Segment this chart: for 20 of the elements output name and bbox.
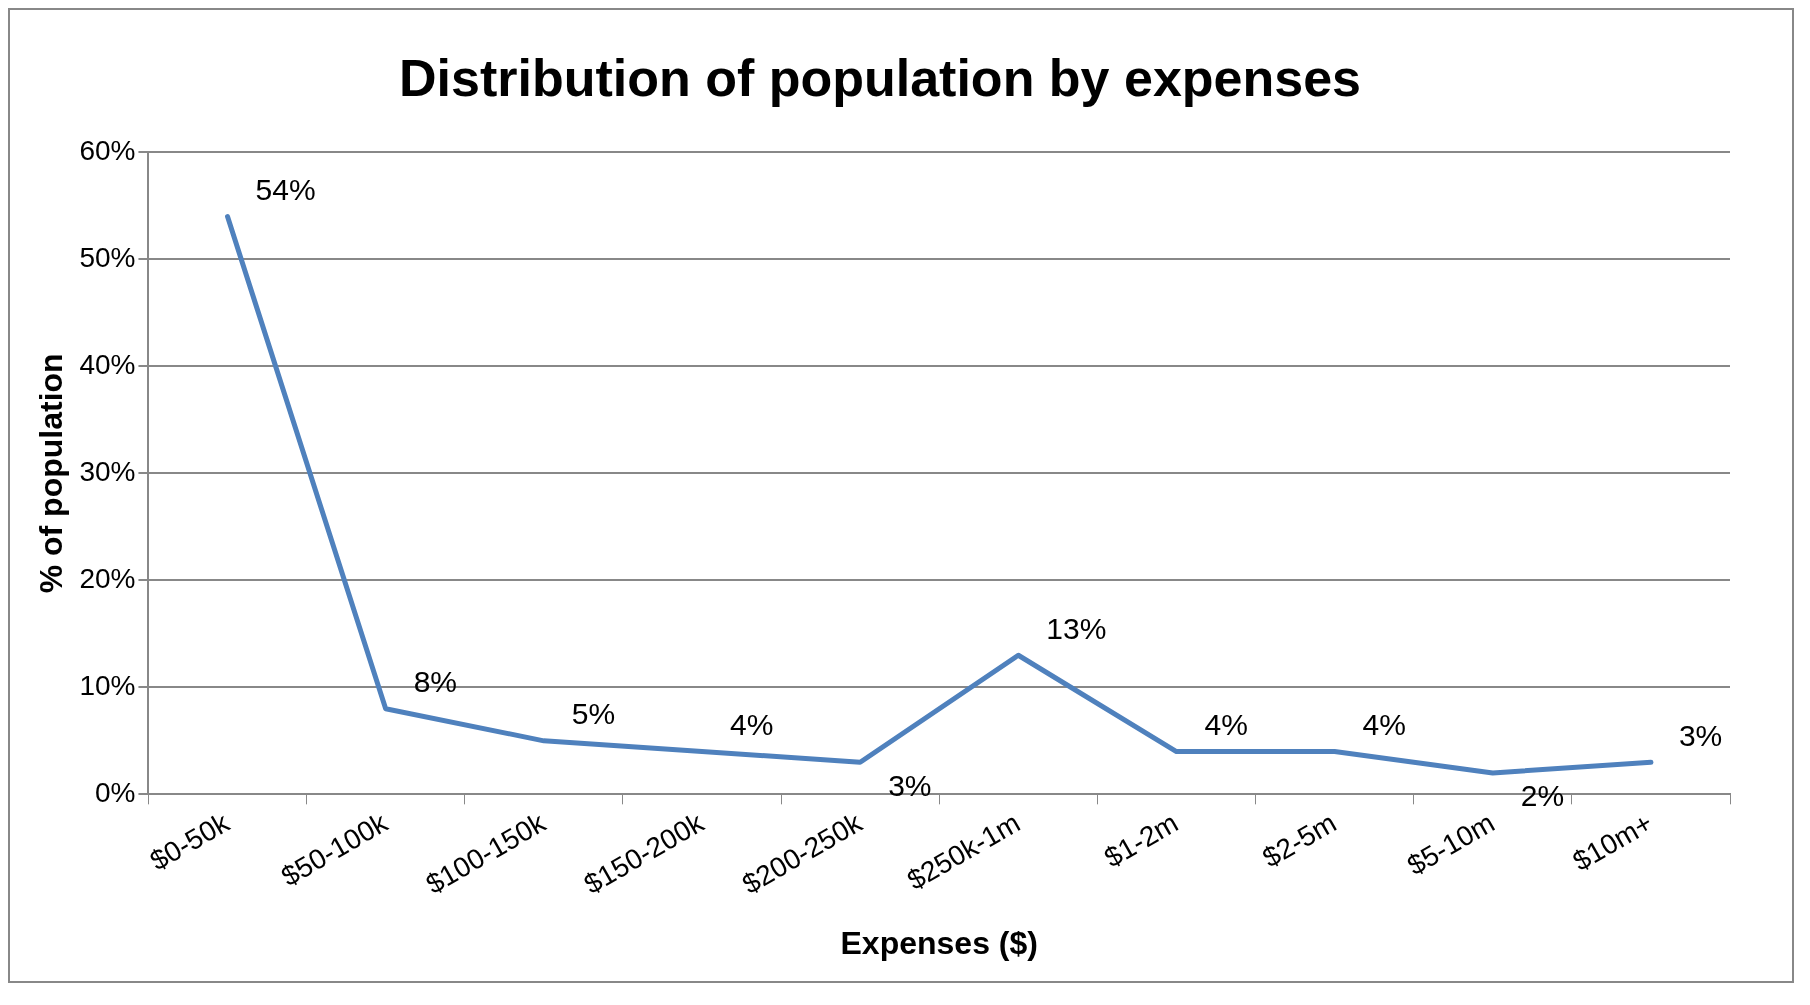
y-axis-title: % of population (33, 353, 70, 594)
data-label: 3% (888, 768, 932, 802)
data-label: 3% (1678, 718, 1723, 752)
data-label: 2% (1520, 779, 1565, 813)
y-tick-label: 20% (79, 563, 136, 595)
y-tick-label: 0% (94, 777, 136, 809)
y-tick-label: 40% (79, 349, 136, 381)
data-label: 54% (255, 172, 316, 206)
data-label: 4% (1204, 707, 1248, 741)
data-label: 4% (1362, 707, 1406, 741)
data-label: 8% (413, 665, 458, 699)
y-tick-label: 10% (79, 670, 136, 702)
data-label: 13% (1046, 611, 1107, 645)
data-label: 4% (729, 707, 774, 741)
y-tick-label: 60% (79, 135, 136, 167)
x-axis-title: Expenses ($) (840, 924, 1038, 961)
y-tick-label: 30% (79, 456, 136, 488)
data-label: 5% (571, 697, 616, 731)
y-tick-label: 50% (79, 242, 136, 274)
chart-title: Distribution of population by expenses (398, 48, 1362, 107)
